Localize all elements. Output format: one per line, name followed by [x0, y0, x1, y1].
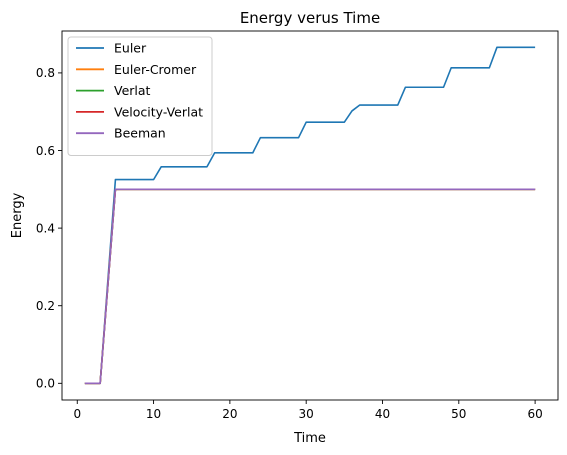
- x-tick-label: 30: [299, 407, 314, 421]
- x-axis: 0 10 20 30 40 50 60: [73, 400, 543, 421]
- y-tick-label: 0.8: [36, 66, 55, 80]
- y-tick-label: 0.2: [36, 299, 55, 313]
- x-tick-label: 10: [146, 407, 161, 421]
- x-axis-label: Time: [293, 431, 326, 446]
- y-tick-label: 0.4: [36, 221, 55, 235]
- legend-label: Beeman: [114, 126, 166, 141]
- series-line-euler-cromer: [84, 188, 536, 385]
- series-layer: [84, 46, 536, 385]
- plot-area: [84, 46, 536, 385]
- chart-title: Energy verus Time: [240, 9, 380, 27]
- y-tick-label: 0.6: [36, 144, 55, 158]
- y-axis: 0.0 0.2 0.4 0.6 0.8: [36, 66, 62, 391]
- y-tick-label: 0.0: [36, 377, 55, 391]
- y-axis-label: Energy: [10, 192, 25, 238]
- legend: Euler Euler-Cromer Verlat Velocity-Verlat Be…: [67, 36, 213, 156]
- legend-label: Euler-Cromer: [114, 62, 197, 77]
- series-line-euler: [84, 46, 536, 385]
- series-line-verlat: [84, 188, 536, 385]
- x-tick-label: 40: [375, 407, 390, 421]
- legend-box: [67, 36, 213, 156]
- legend-label: Velocity-Verlat: [114, 104, 203, 119]
- plot-frame: [61, 30, 559, 401]
- x-tick-label: 20: [222, 407, 237, 421]
- x-tick-label: 0: [73, 407, 81, 421]
- series-line-beeman: [84, 188, 536, 385]
- legend-label: Verlat: [114, 83, 151, 98]
- x-tick-label: 50: [451, 407, 466, 421]
- legend-label: Euler: [114, 41, 147, 56]
- series-line-velocity-verlat: [84, 188, 536, 385]
- x-tick-label: 60: [527, 407, 542, 421]
